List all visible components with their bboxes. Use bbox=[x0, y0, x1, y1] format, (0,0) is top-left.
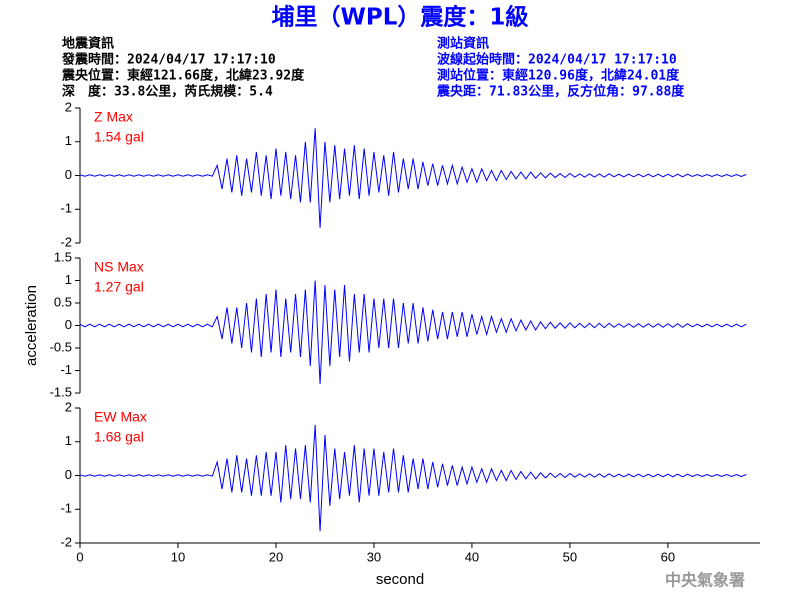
footer: 中央氣象署 bbox=[665, 571, 745, 590]
component-label: EW Max bbox=[94, 409, 147, 425]
x-tick-label: 20 bbox=[269, 549, 283, 564]
y-tick-label: -1 bbox=[60, 362, 72, 377]
y-tick-label: 0 bbox=[65, 167, 72, 182]
right-info: 波線起始時間：2024/04/17 17:17:10 bbox=[437, 52, 677, 68]
right-info: 測站資訊 bbox=[437, 36, 489, 52]
x-tick-label: 10 bbox=[171, 549, 185, 564]
y-axis-label: acceleration bbox=[23, 285, 40, 366]
x-tick-label: 30 bbox=[367, 549, 381, 564]
right-info: 震央距：71.83公里，反方位角：97.88度 bbox=[436, 84, 685, 100]
y-tick-label: 1.5 bbox=[54, 249, 72, 264]
x-tick-label: 60 bbox=[661, 549, 675, 564]
x-tick-label: 0 bbox=[76, 549, 83, 564]
y-tick-label: -1 bbox=[60, 201, 72, 216]
left-info: 發震時間：2024/04/17 17:17:10 bbox=[61, 52, 276, 68]
y-tick-label: 0.5 bbox=[54, 294, 72, 309]
y-tick-label: 0 bbox=[65, 317, 72, 332]
y-tick-label: 1 bbox=[65, 433, 72, 448]
left-info: 深 度：33.8公里，芮氏規模：5.4 bbox=[62, 84, 273, 100]
max-label: 1.27 gal bbox=[94, 279, 144, 295]
waveform bbox=[79, 128, 747, 228]
y-tick-label: -2 bbox=[60, 234, 72, 249]
max-label: 1.68 gal bbox=[94, 429, 144, 445]
x-tick-label: 40 bbox=[465, 549, 479, 564]
waveform bbox=[79, 280, 747, 385]
y-tick-label: 2 bbox=[65, 99, 72, 114]
component-label: NS Max bbox=[94, 259, 144, 275]
y-tick-label: -1 bbox=[60, 501, 72, 516]
y-tick-label: -1.5 bbox=[50, 384, 72, 399]
component-label: Z Max bbox=[94, 109, 133, 125]
x-axis-label: second bbox=[376, 571, 424, 588]
x-tick-label: 50 bbox=[563, 549, 577, 564]
y-tick-label: 1 bbox=[65, 133, 72, 148]
left-info: 震央位置：東經121.66度，北緯23.92度 bbox=[61, 68, 305, 84]
y-tick-label: 1 bbox=[65, 272, 72, 287]
left-info: 地震資訊 bbox=[62, 36, 114, 52]
right-info: 測站位置：東經120.96度，北緯24.01度 bbox=[437, 68, 680, 84]
y-tick-label: 2 bbox=[65, 399, 72, 414]
waveform bbox=[79, 424, 747, 532]
y-tick-label: -2 bbox=[60, 534, 72, 549]
max-label: 1.54 gal bbox=[94, 129, 144, 145]
y-tick-label: 0 bbox=[65, 467, 72, 482]
y-tick-label: -0.5 bbox=[50, 339, 72, 354]
chart-title: 埔里（WPL）震度：1級 bbox=[272, 4, 529, 31]
